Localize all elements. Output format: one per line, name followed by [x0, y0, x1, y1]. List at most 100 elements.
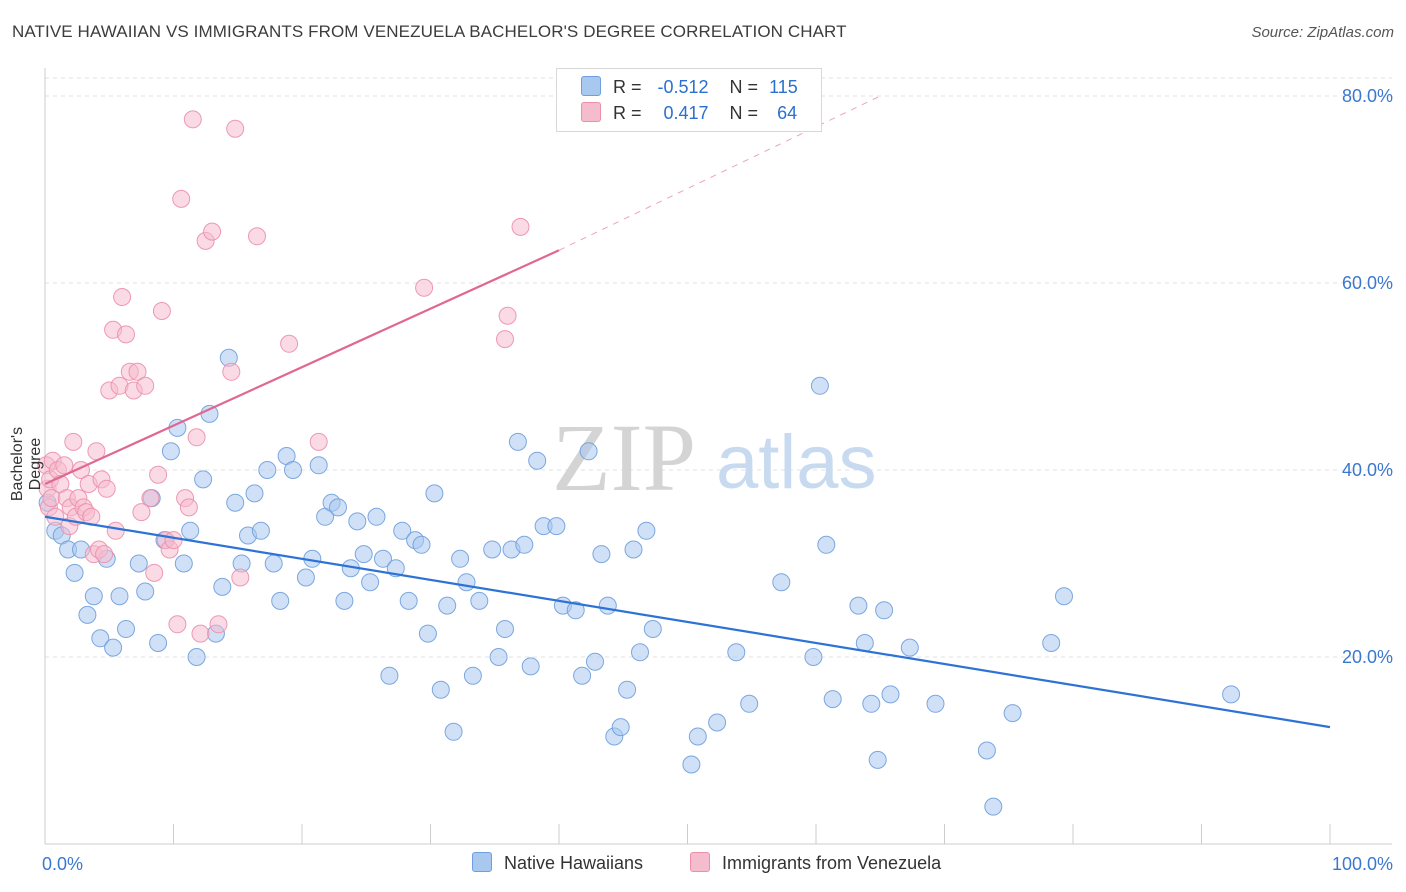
n-value-1: 115: [769, 77, 798, 97]
native-hawaiian-point-53: [393, 521, 412, 540]
legend-venezuela: Immigrants from Venezuela: [690, 852, 941, 874]
native-hawaiian-point-97: [810, 376, 829, 395]
native-hawaiian-point-4: [65, 563, 84, 582]
native-hawaiian-point-35: [271, 591, 290, 610]
native-hawaiian-point-56: [412, 535, 431, 554]
native-hawaiian-point-37: [284, 461, 302, 479]
tick-labels: 20.0% 40.0% 60.0% 80.0% 0.0% 100.0%: [42, 86, 1393, 874]
native-hawaiian-point-90: [682, 755, 701, 774]
native-hawaiian-point-48: [361, 573, 380, 592]
legend-native-hawaiians: Native Hawaiians: [472, 852, 643, 874]
venezuela-point-61: [415, 278, 434, 297]
native-hawaiian-point-54: [399, 591, 418, 610]
native-hawaiian-point-89: [643, 620, 662, 638]
venezuela-trend-line: [44, 249, 560, 486]
venezuela-point-45: [168, 615, 187, 634]
venezuela-point-29: [106, 521, 125, 540]
native-hawaiian-point-8: [91, 629, 110, 648]
native-hawaiian-point-61: [444, 722, 463, 741]
native-hawaiian-point-38: [296, 568, 315, 587]
venezuela-point-39: [145, 563, 164, 582]
native-hawaiian-point-57: [418, 624, 437, 643]
venezuela-point-26: [97, 479, 116, 498]
native-hawaiian-point-18: [161, 442, 180, 461]
native-hawaiian-point-84: [611, 718, 630, 737]
native-hawaiian-point-21: [181, 521, 200, 540]
native-hawaiian-point-64: [463, 666, 482, 685]
native-hawaiian-point-67: [489, 648, 508, 666]
native-hawaiian-point-72: [521, 657, 540, 676]
native-hawaiian-point-49: [367, 507, 386, 526]
legend-row-venezuela: R = 0.417 N = 64: [581, 102, 797, 126]
venezuela-point-60: [309, 432, 328, 451]
r-label: R =: [613, 77, 642, 97]
native-hawaiian-point-93: [727, 643, 746, 662]
stats-legend: R = -0.512 N = 115 R = 0.417 N = 64: [556, 68, 822, 132]
native-hawaiian-point-50: [374, 549, 392, 568]
venezuela-point-38: [141, 489, 160, 508]
venezuela-point-54: [209, 615, 228, 634]
n-label: N =: [729, 77, 759, 97]
native-hawaiian-point-94: [740, 694, 759, 713]
native-hawaiian-point-104: [875, 601, 894, 620]
venezuela-point-41: [152, 302, 171, 320]
source-credit: Source: ZipAtlas.com: [1251, 24, 1394, 41]
venezuela-point-49: [183, 110, 202, 129]
venezuela-point-32: [117, 325, 135, 344]
venezuela-point-9: [55, 456, 74, 475]
native-hawaiian-point-105: [881, 685, 900, 704]
axes: [44, 68, 1392, 845]
blue-swatch: [581, 76, 601, 96]
r-value-1: -0.512: [657, 77, 709, 97]
native-hawaiian-point-33: [258, 461, 277, 479]
n-value-2: 64: [777, 103, 798, 123]
native-hawaiian-point-75: [547, 517, 566, 536]
x-tick-label-min: 0.0%: [42, 854, 83, 874]
native-hawaiian-point-98: [817, 535, 836, 554]
native-hawaiian-point-6: [78, 605, 97, 624]
native-hawaiian-point-24: [200, 404, 219, 423]
native-hawaiian-point-92: [708, 713, 727, 732]
native-hawaiian-point-110: [1003, 704, 1022, 723]
r-value-2: 0.417: [663, 103, 709, 123]
venezuela-point-57: [231, 568, 250, 587]
venezuela-point-46: [172, 189, 191, 208]
r-label: R =: [613, 103, 642, 123]
native-hawaiian-point-91: [688, 727, 707, 746]
native-hawaiian-point-14: [136, 582, 155, 601]
trend-lines: [44, 95, 1331, 729]
y-tick-label-80: 80.0%: [1342, 86, 1393, 106]
native-hawaiian-point-11: [110, 587, 129, 606]
n-label: N =: [729, 103, 759, 123]
native-hawaiian-point-43: [329, 498, 347, 517]
venezuela-point-36: [132, 503, 151, 522]
data-points: [37, 110, 1241, 816]
venezuela-point-56: [226, 119, 245, 138]
native-hawaiian-point-71: [515, 535, 534, 554]
venezuela-point-62: [496, 330, 514, 349]
native-hawaiian-point-96: [804, 648, 823, 666]
native-hawaiian-point-28: [226, 493, 245, 512]
native-hawaiian-point-109: [984, 797, 1003, 816]
native-hawaiian-point-20: [174, 554, 193, 573]
venezuela-point-64: [511, 217, 530, 236]
native-hawaiian-point-78: [573, 666, 592, 685]
native-hawaiian-point-111: [1042, 634, 1061, 652]
native-hawaiian-point-73: [528, 451, 547, 470]
chart-title: NATIVE HAWAIIAN VS IMMIGRANTS FROM VENEZ…: [12, 22, 847, 41]
y-tick-label-20: 20.0%: [1342, 647, 1393, 667]
native-hawaiian-point-88: [637, 521, 656, 540]
native-hawaiian-point-87: [631, 643, 649, 662]
native-hawaiian-trend-line: [44, 515, 1331, 729]
native-hawaiian-point-59: [431, 680, 450, 699]
native-hawaiian-point-51: [380, 666, 399, 685]
native-hawaiian-point-85: [618, 680, 637, 699]
venezuela-point-53: [203, 222, 222, 241]
venezuela-point-35: [128, 362, 147, 381]
venezuela-point-59: [280, 334, 299, 353]
native-hawaiian-point-60: [438, 596, 457, 615]
watermark-zip: ZIP: [552, 404, 696, 511]
native-hawaiian-point-22: [187, 648, 206, 666]
native-hawaiian-point-108: [977, 741, 996, 760]
